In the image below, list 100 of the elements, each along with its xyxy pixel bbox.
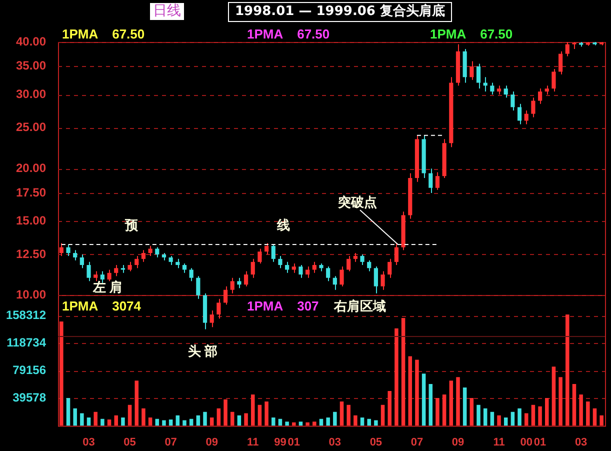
candlestick [196,276,200,300]
bar [80,413,84,426]
candlestick [250,258,255,278]
candlestick [524,110,528,125]
y-tick-label: 17.50 [16,185,46,200]
annotation: 预 [124,218,139,233]
candlestick [168,255,173,266]
bar [224,399,228,426]
candlestick [504,85,508,98]
bar [592,408,597,426]
bar [415,360,419,426]
text: 1PMA 67.50 [247,26,330,42]
bar [121,417,125,426]
bar [388,391,392,426]
bar [401,318,406,426]
bar [128,404,132,426]
candlestick [114,264,118,277]
candlestick [244,270,248,287]
y-tick-label: 158312 [6,308,46,322]
bar [483,408,488,426]
candlestick [128,261,132,272]
candlestick [517,103,522,125]
candlestick [292,262,296,274]
candlestick [80,254,84,269]
bar [346,404,350,426]
bar [531,404,536,426]
x-tick-label: 07 [410,436,424,448]
chart-subtitle: 日线 [150,3,184,20]
bar [292,422,296,426]
annotation: 左 肩 [92,280,123,295]
bar [552,366,556,426]
candlestick [73,250,78,261]
x-tick-label: 05 [370,436,382,448]
bar [572,384,576,426]
bar [114,415,118,426]
y-tick-label: 39578 [12,390,46,405]
bar [94,412,98,426]
bar [566,314,570,426]
bar [326,417,330,426]
x-tick-label: 11 [493,436,505,448]
x-tick-label: 09 [452,436,464,448]
candlestick [490,82,494,96]
bar [60,321,64,426]
candlestick [141,250,146,262]
candlestick [210,310,214,328]
bar [272,417,276,426]
candlestick [216,298,221,320]
bar [380,404,385,426]
candlestick [470,60,474,80]
y-tick-label: 12.50 [16,246,46,261]
bar [203,412,207,426]
bar [436,398,440,426]
candlestick [367,260,372,272]
annotation: 线 [276,218,290,233]
candlestick [531,97,536,118]
candlestick [134,255,139,269]
bar [216,408,221,426]
text: 1PMA 67.50 [430,26,513,42]
bar [442,394,446,426]
x-tick-label: 03 [82,436,95,448]
bar [367,418,371,426]
candlestick [189,268,194,282]
y-tick-label: 10.00 [16,288,46,302]
candlestick [326,266,330,282]
bar [306,422,310,426]
bar [456,377,460,426]
candlestick [558,50,563,75]
y-tick-label: 30.00 [16,86,46,101]
candlestick [264,242,269,255]
candlestick [176,258,180,269]
candlestick [476,63,481,90]
candlestick [223,286,228,306]
candlestick [552,68,556,92]
x-tick-label: 01 [534,436,546,448]
y-tick-label: 20.00 [16,160,46,175]
bar [134,380,139,426]
bar [497,415,501,426]
bar [66,398,70,426]
chart-title: 1998.01 — 1999.06 复合头肩底 [228,2,452,22]
bar [449,380,454,426]
text: 1PMA 67.50 [62,26,145,42]
candlestick [258,248,262,264]
candlestick [298,264,303,278]
bar [333,412,337,426]
candlestick [182,262,187,274]
candlestick [312,261,316,274]
bar [73,408,77,426]
bar [422,374,426,426]
bar [182,420,186,426]
bar [142,408,146,426]
bar [428,384,433,426]
candlestick [538,88,542,104]
bar [510,412,515,426]
candlestick [94,270,98,282]
bar [518,408,522,426]
candlestick [148,245,152,256]
candlestick [155,246,160,258]
candlestick [332,276,337,290]
candlestick [565,42,570,57]
annotation: 1PMA 3074 [62,298,142,314]
